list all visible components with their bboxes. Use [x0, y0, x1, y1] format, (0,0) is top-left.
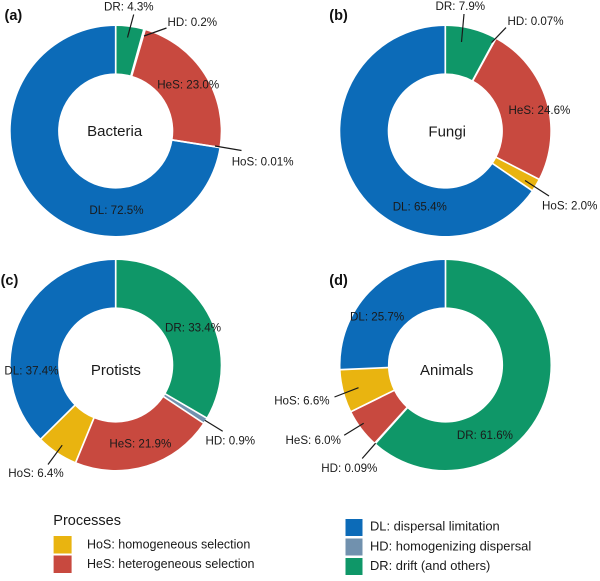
svg-text:HoS: homogeneous selection: HoS: homogeneous selection	[87, 537, 250, 551]
svg-text:(c): (c)	[1, 273, 19, 289]
svg-text:Bacteria: Bacteria	[87, 123, 143, 140]
svg-text:HeS: 24.6%: HeS: 24.6%	[509, 104, 571, 117]
svg-text:DR: drift (and others): DR: drift (and others)	[370, 558, 490, 573]
svg-text:HeS: heterogeneous selection: HeS: heterogeneous selection	[87, 557, 255, 571]
svg-text:HoS: 0.01%: HoS: 0.01%	[232, 156, 294, 169]
svg-text:DL: 72.5%: DL: 72.5%	[89, 204, 143, 217]
svg-text:HD: homogenizing dispersal: HD: homogenizing dispersal	[370, 538, 531, 553]
svg-text:HD: 0.07%: HD: 0.07%	[508, 15, 564, 28]
svg-text:HeS: 23.0%: HeS: 23.0%	[157, 78, 219, 91]
svg-text:Processes: Processes	[53, 513, 121, 529]
svg-text:(b): (b)	[329, 8, 348, 24]
svg-text:DR: 4.3%: DR: 4.3%	[104, 1, 154, 14]
svg-text:HD: 0.2%: HD: 0.2%	[168, 16, 218, 29]
svg-text:DL: 25.7%: DL: 25.7%	[350, 310, 404, 323]
svg-text:HoS: 2.0%: HoS: 2.0%	[542, 200, 597, 213]
svg-text:Fungi: Fungi	[428, 124, 466, 141]
svg-text:Animals: Animals	[420, 362, 473, 379]
svg-text:DL: 65.4%: DL: 65.4%	[393, 201, 447, 214]
svg-text:HoS: 6.6%: HoS: 6.6%	[274, 394, 329, 407]
svg-text:DR: 7.9%: DR: 7.9%	[436, 0, 486, 13]
svg-text:DR: 61.6%: DR: 61.6%	[457, 429, 513, 442]
svg-text:(d): (d)	[329, 273, 348, 289]
svg-text:HeS: 21.9%: HeS: 21.9%	[109, 437, 171, 450]
svg-text:DL: dispersal limitation: DL: dispersal limitation	[370, 519, 500, 534]
svg-text:HD: 0.9%: HD: 0.9%	[206, 434, 256, 447]
svg-text:HD: 0.09%: HD: 0.09%	[321, 462, 377, 475]
svg-text:DR: 33.4%: DR: 33.4%	[165, 321, 221, 334]
svg-text:HoS: 6.4%: HoS: 6.4%	[8, 467, 63, 480]
svg-text:HeS: 6.0%: HeS: 6.0%	[286, 434, 341, 447]
svg-text:Protists: Protists	[91, 362, 141, 379]
svg-text:DL: 37.4%: DL: 37.4%	[4, 365, 58, 378]
svg-text:(a): (a)	[5, 8, 23, 24]
